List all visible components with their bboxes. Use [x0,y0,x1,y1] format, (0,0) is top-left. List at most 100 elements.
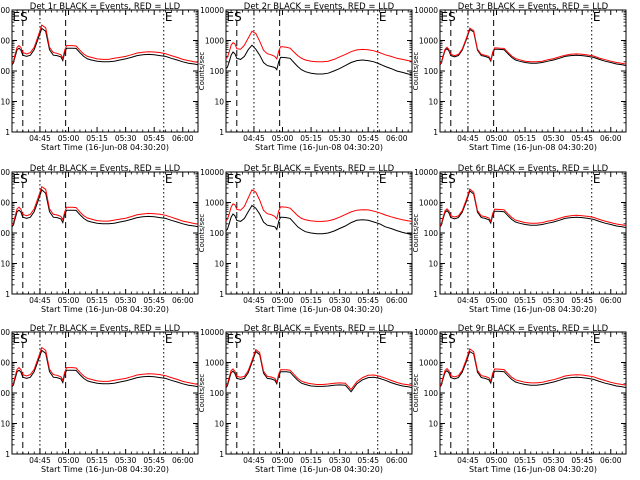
y-tick-label: 100 [424,229,439,238]
series-lld-line [439,27,627,65]
flag-letter: E [379,332,387,346]
series-lld-line [439,348,627,386]
series-events-line [439,28,627,67]
x-axis-label: Start Time (16-Jun-08 04:30:20) [255,465,383,474]
x-axis-label: Start Time (16-Jun-08 04:30:20) [469,465,597,474]
x-tick-label: 05:45 [571,134,593,143]
y-tick-label: 100 [210,67,225,76]
y-tick-label: 1 [5,128,10,137]
flag-letter: E [379,172,387,186]
y-tick-label: 100 [424,389,439,398]
x-tick-label: 05:45 [357,296,379,305]
y-tick-label: 1 [433,128,438,137]
x-tick-label: 05:00 [486,456,508,465]
x-axis-label: Start Time (16-Jun-08 04:30:20) [41,465,169,474]
flag-letter: S [20,10,28,24]
panel-title: Det 6r BLACK = Events, RED = LLD [458,164,609,174]
flag-letter: S [20,172,28,186]
x-axis-label: Start Time (16-Jun-08 04:30:20) [41,143,169,152]
x-tick-label: 06:00 [172,456,194,465]
flag-letter: S [234,172,242,186]
y-tick-label: 10000 [200,6,224,15]
y-axis-label: Counts/sec [412,52,420,91]
x-tick-label: 05:45 [143,296,165,305]
y-axis-label: Counts/sec [198,52,206,91]
x-tick-label: 05:00 [58,456,80,465]
y-tick-label: 100 [0,229,10,238]
panel-det-9: Det 9r BLACK = Events, RED = LLD 1 10 100 10… [412,324,627,474]
x-axis-label: Start Time (16-Jun-08 04:30:20) [255,305,383,314]
y-tick-label: 10000 [414,6,438,15]
x-tick-label: 05:15 [300,296,322,305]
y-tick-label: 10000 [200,168,224,177]
x-tick-label: 05:30 [543,134,565,143]
y-tick-label: 1000 [205,199,224,208]
y-tick-label: 1 [219,290,224,299]
x-tick-label: 05:30 [115,296,137,305]
series-lld-line [439,188,627,227]
series-events-line [225,204,413,235]
y-axis-label: Counts/sec [198,214,206,253]
x-tick-label: 06:00 [600,456,622,465]
x-tick-label: 04:45 [457,134,479,143]
x-axis-label: Start Time (16-Jun-08 04:30:20) [255,143,383,152]
x-tick-label: 06:00 [172,134,194,143]
y-axis-label: Counts/sec [412,374,420,413]
x-tick-label: 05:45 [143,134,165,143]
flag-letter: S [448,172,456,186]
y-tick-label: 10 [0,420,10,429]
x-tick-label: 05:45 [143,456,165,465]
flag-letter: E [165,172,173,186]
flag-letter: E [165,332,173,346]
x-tick-label: 05:45 [357,134,379,143]
flag-letter: E [593,332,601,346]
y-tick-label: 1000 [205,37,224,46]
x-tick-label: 05:15 [514,134,536,143]
panel-title: Det 3r BLACK = Events, RED = LLD [458,2,609,12]
panel-det-8: Det 8r BLACK = Events, RED = LLD 1 10 100 10… [198,324,413,474]
y-tick-label: 1 [5,290,10,299]
y-tick-label: 100 [210,229,225,238]
flag-letter: S [448,332,456,346]
x-tick-label: 04:45 [29,134,51,143]
y-tick-label: 100 [0,389,10,398]
x-tick-label: 05:15 [514,456,536,465]
y-tick-label: 1 [433,450,438,459]
x-tick-label: 05:30 [329,456,351,465]
panel-title: Det 7r BLACK = Events, RED = LLD [30,324,181,334]
flag-letter: S [234,332,242,346]
flag-letter: E [227,10,235,24]
series-lld-line [11,185,199,226]
x-tick-label: 06:00 [386,296,408,305]
x-tick-label: 05:00 [272,134,294,143]
y-axis-label: Counts/sec [412,214,420,253]
y-tick-label: 100 [0,67,10,76]
flag-letter: E [227,172,235,186]
x-tick-label: 06:00 [600,134,622,143]
y-tick-label: 1000 [419,199,438,208]
x-tick-label: 05:30 [115,456,137,465]
x-tick-label: 05:00 [272,296,294,305]
y-tick-label: 1 [433,290,438,299]
x-tick-label: 04:45 [243,134,265,143]
flag-letter: S [20,332,28,346]
x-axis-label: Start Time (16-Jun-08 04:30:20) [469,305,597,314]
x-tick-label: 05:30 [115,134,137,143]
flag-letter: E [441,10,449,24]
x-tick-label: 05:15 [86,296,108,305]
series-events-line [225,44,413,76]
panel-title: Det 4r BLACK = Events, RED = LLD [30,164,181,174]
x-tick-label: 05:00 [272,456,294,465]
y-tick-label: 10 [0,98,10,107]
panel-title: Det 5r BLACK = Events, RED = LLD [244,164,395,174]
series-events-line [439,190,627,229]
flag-letter: S [234,10,242,24]
flag-letter: E [379,10,387,24]
panel-det-2: Det 2r BLACK = Events, RED = LLD 1 10 100 10… [198,2,413,152]
panel-det-3: Det 3r BLACK = Events, RED = LLD 1 10 100 10… [412,2,627,152]
y-tick-label: 1000 [419,359,438,368]
panel-det-5: Det 5r BLACK = Events, RED = LLD 1 10 100 10… [198,164,413,314]
panel-title: Det 9r BLACK = Events, RED = LLD [458,324,609,334]
x-tick-label: 05:00 [58,296,80,305]
y-tick-label: 10 [214,420,224,429]
